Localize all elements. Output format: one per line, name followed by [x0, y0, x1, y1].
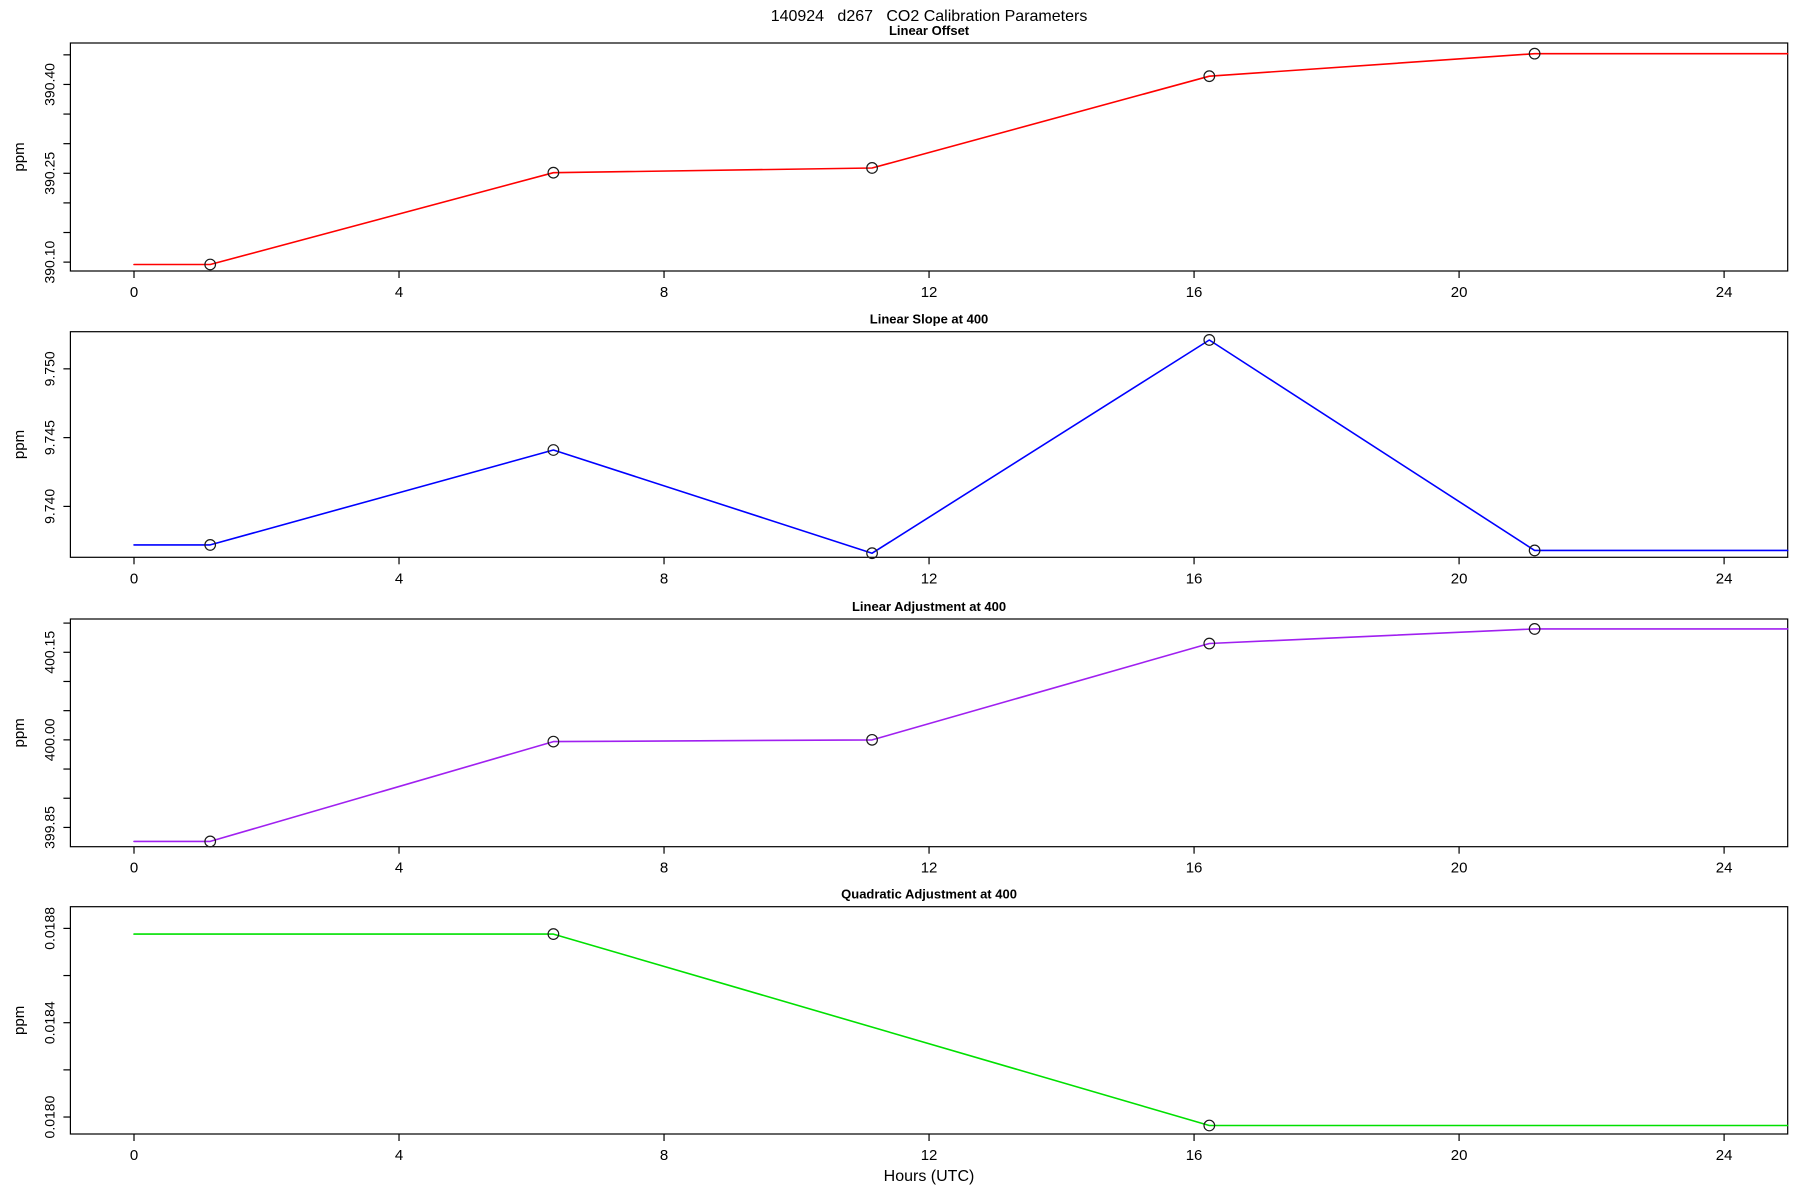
y-tick-label: 399.85: [41, 806, 57, 849]
x-tick-label: 0: [130, 284, 138, 301]
y-tick-label: 390.25: [41, 152, 57, 195]
x-tick-label: 16: [1186, 860, 1203, 877]
x-tick-label: 12: [921, 570, 938, 587]
y-axis-title: ppm: [11, 430, 28, 459]
y-tick-label: 390.40: [41, 63, 57, 106]
x-tick-label: 8: [660, 860, 668, 877]
y-tick-label: 0.0180: [41, 1095, 57, 1138]
data-point-marker: [1203, 334, 1216, 346]
data-point-marker: [1203, 1119, 1216, 1132]
data-point-marker: [204, 258, 217, 271]
data-point-marker: [866, 547, 878, 560]
x-tick-label: 24: [1716, 570, 1733, 587]
x-axis-title: Hours (UTC): [883, 1168, 975, 1185]
x-tick-label: 24: [1716, 860, 1733, 877]
y-tick-label: 0.0184: [41, 1001, 57, 1044]
data-point-marker: [1528, 544, 1541, 557]
x-tick-label: 24: [1716, 1147, 1733, 1164]
data-point-marker: [866, 162, 878, 174]
y-tick-label: 0.0188: [41, 907, 57, 950]
series-line: [133, 339, 1789, 555]
x-tick-label: 16: [1186, 570, 1203, 587]
x-tick-label: 8: [660, 284, 668, 301]
y-tick-label: 400.15: [41, 631, 57, 674]
x-tick-label: 16: [1186, 1147, 1203, 1164]
data-point-marker: [547, 735, 560, 748]
x-tick-label: 12: [921, 284, 938, 301]
data-point-marker: [204, 539, 217, 551]
x-tick-label: 0: [130, 1147, 138, 1164]
x-tick-label: 24: [1716, 284, 1733, 301]
y-axis-title: ppm: [11, 1006, 28, 1035]
data-point-marker: [1528, 623, 1541, 635]
data-point-marker: [204, 835, 217, 848]
data-point-marker: [1528, 47, 1541, 60]
series-line: [133, 933, 1789, 1127]
data-point-marker: [1203, 70, 1216, 83]
x-tick-label: 0: [130, 570, 138, 587]
data-point-marker: [547, 928, 560, 940]
x-tick-label: 12: [921, 860, 938, 877]
series-line: [133, 628, 1789, 843]
chart-main-title: 140924 d267 CO2 Calibration Parameters: [770, 8, 1088, 25]
x-tick-label: 4: [395, 1147, 403, 1164]
data-point-marker: [547, 166, 560, 179]
data-point-marker: [547, 444, 560, 456]
x-tick-label: 0: [130, 860, 138, 877]
x-tick-label: 20: [1451, 284, 1468, 301]
panel-frame: [69, 618, 1789, 848]
x-tick-label: 20: [1451, 860, 1468, 877]
y-axis-title: ppm: [11, 142, 28, 171]
panel-frame: [69, 42, 1789, 272]
x-tick-label: 8: [660, 570, 668, 587]
x-tick-label: 20: [1451, 1147, 1468, 1164]
x-tick-label: 4: [395, 284, 403, 301]
y-tick-label: 9.745: [41, 420, 57, 455]
data-point-marker: [1203, 637, 1216, 650]
y-axis-title: ppm: [11, 718, 28, 747]
data-point-marker: [866, 733, 878, 746]
panel-title: Linear Offset: [889, 23, 970, 38]
y-tick-label: 9.740: [41, 489, 57, 524]
y-tick-label: 9.750: [41, 351, 57, 386]
x-tick-label: 12: [921, 1147, 938, 1164]
x-tick-label: 4: [395, 570, 403, 587]
panel-frame: [69, 906, 1789, 1135]
panel-title: Quadratic Adjustment at 400: [841, 887, 1017, 902]
panel-frame: [69, 331, 1789, 558]
x-tick-label: 4: [395, 860, 403, 877]
x-tick-label: 16: [1186, 284, 1203, 301]
panel-title: Linear Adjustment at 400: [852, 599, 1006, 614]
panel-title: Linear Slope at 400: [870, 312, 989, 327]
x-tick-label: 8: [660, 1147, 668, 1164]
y-tick-label: 400.00: [41, 718, 57, 761]
y-tick-label: 390.10: [41, 240, 57, 283]
x-tick-label: 20: [1451, 570, 1468, 587]
series-line: [133, 52, 1789, 266]
